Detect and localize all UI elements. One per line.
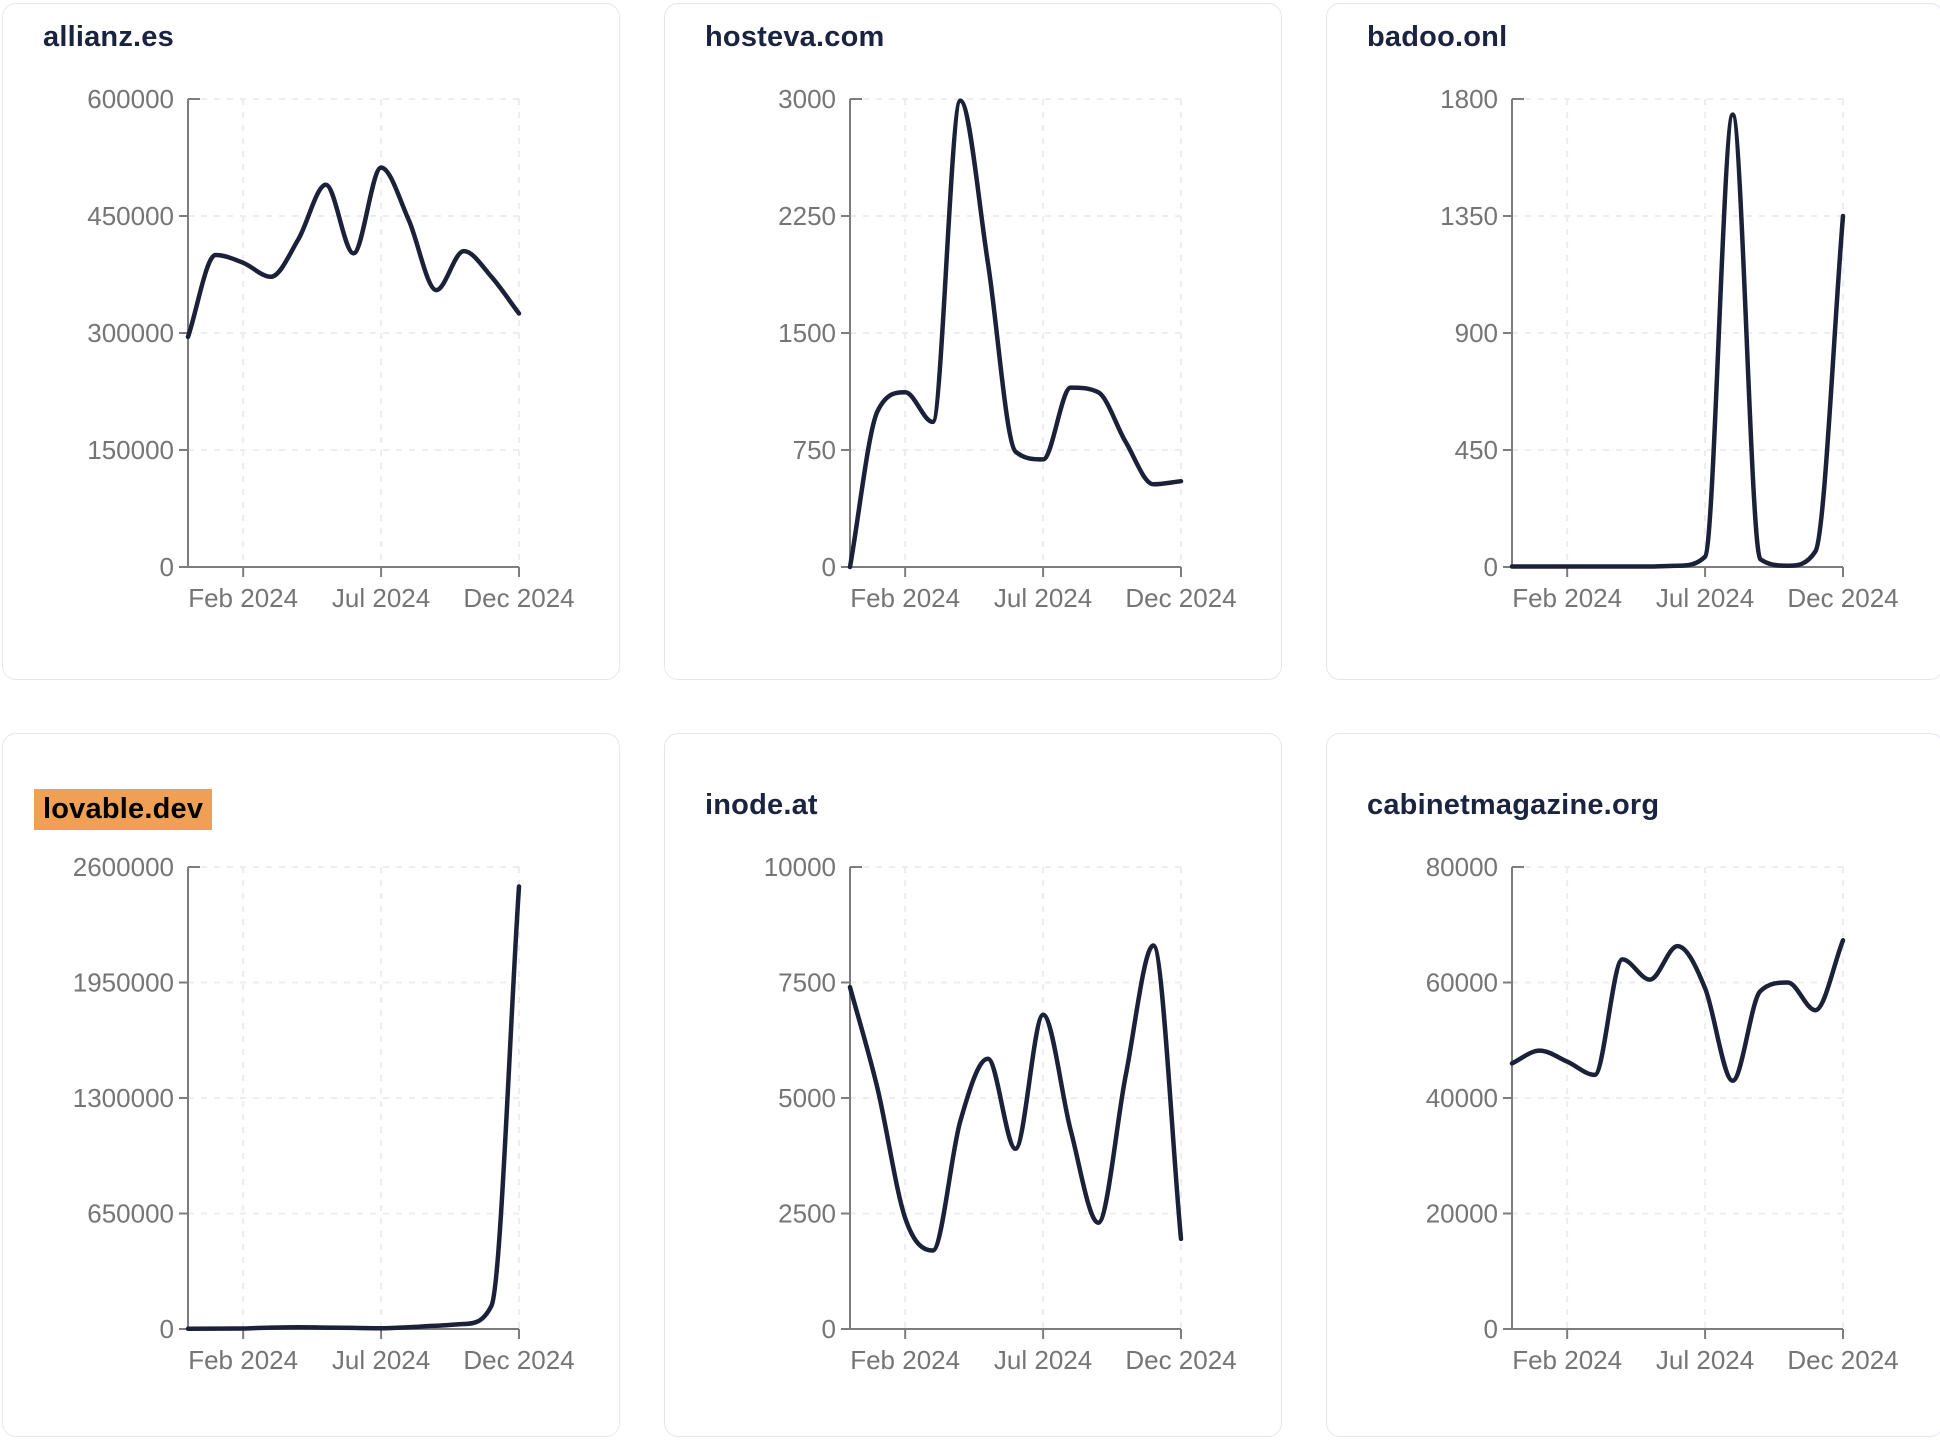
chart-title: cabinetmagazine.org xyxy=(1367,789,1659,822)
x-tick-label: Dec 2024 xyxy=(1787,1345,1898,1375)
y-tick-label: 450000 xyxy=(87,201,174,231)
y-tick-label: 0 xyxy=(160,1314,174,1344)
y-tick-label: 1300000 xyxy=(73,1083,174,1113)
x-tick-label: Jul 2024 xyxy=(332,583,430,613)
line-chart: 0 20000 40000 60000 80000 Feb 2024 Jul 2024 Dec… xyxy=(1426,852,1899,1375)
y-tick-label: 40000 xyxy=(1426,1083,1498,1113)
chart-title: lovable.dev xyxy=(34,789,213,830)
domain-label: cabinetmagazine.org xyxy=(1367,789,1660,821)
y-tick-label: 0 xyxy=(160,552,174,582)
series-line xyxy=(1509,112,1846,569)
chart-card-cabinetmagazine-org[interactable]: cabinetmagazine.org 0 20000 40000 60000 8000… xyxy=(1326,733,1940,1437)
x-tick-label: Dec 2024 xyxy=(1787,583,1898,613)
y-tick-label: 450 xyxy=(1455,435,1498,465)
x-tick-label: Feb 2024 xyxy=(1512,583,1622,613)
line-chart: 0 2500 5000 7500 10000 Feb 2024 Jul 2024 Dec 20… xyxy=(764,852,1237,1375)
series-line xyxy=(185,165,522,340)
y-tick-label: 1800 xyxy=(1440,84,1498,114)
y-tick-label: 750 xyxy=(793,435,836,465)
series-line xyxy=(847,943,1184,1253)
y-tick-label: 1950000 xyxy=(73,968,174,998)
x-tick-label: Jul 2024 xyxy=(1656,1345,1754,1375)
domain-label: lovable.dev xyxy=(34,789,213,830)
chart-title: allianz.es xyxy=(43,21,174,54)
domain-label: inode.at xyxy=(705,789,818,821)
line-chart: 0 750 1500 2250 3000 Feb 2024 Jul 2024 Dec 2024 xyxy=(778,84,1237,613)
y-tick-label: 900 xyxy=(1455,318,1498,348)
y-tick-label: 0 xyxy=(822,1314,836,1344)
chart-card-allianz-es[interactable]: allianz.es 0 150000 300000 450000 600000 Feb … xyxy=(2,3,620,680)
chart-title: inode.at xyxy=(705,789,818,822)
line-chart: 0 450 900 1350 1800 Feb 2024 Jul 2024 Dec 2024 xyxy=(1440,84,1899,613)
x-tick-label: Dec 2024 xyxy=(463,1345,574,1375)
y-tick-label: 2250 xyxy=(778,201,836,231)
y-tick-label: 650000 xyxy=(87,1199,174,1229)
domain-label: badoo.onl xyxy=(1367,21,1508,53)
x-tick-label: Dec 2024 xyxy=(1125,1345,1236,1375)
chart-card-inode-at[interactable]: inode.at 0 2500 5000 7500 10000 Feb 2024 Jul 2… xyxy=(664,733,1282,1437)
chart-card-hosteva-com[interactable]: hosteva.com 0 750 1500 2250 3000 Feb 2024 Jul … xyxy=(664,3,1282,680)
x-tick-label: Feb 2024 xyxy=(1512,1345,1622,1375)
y-tick-label: 300000 xyxy=(87,318,174,348)
x-tick-label: Feb 2024 xyxy=(850,1345,960,1375)
x-tick-label: Jul 2024 xyxy=(332,1345,430,1375)
y-tick-label: 3000 xyxy=(778,84,836,114)
x-tick-label: Feb 2024 xyxy=(188,1345,298,1375)
line-chart: 0 150000 300000 450000 600000 Feb 2024 Jul 202… xyxy=(87,84,574,613)
y-tick-label: 0 xyxy=(822,552,836,582)
y-tick-label: 0 xyxy=(1484,552,1498,582)
y-tick-label: 1500 xyxy=(778,318,836,348)
domain-label: allianz.es xyxy=(43,21,174,53)
chart-title: badoo.onl xyxy=(1367,21,1507,54)
x-tick-label: Jul 2024 xyxy=(994,583,1092,613)
y-tick-label: 5000 xyxy=(778,1083,836,1113)
x-tick-label: Jul 2024 xyxy=(994,1345,1092,1375)
series-line xyxy=(1509,938,1846,1083)
x-tick-label: Dec 2024 xyxy=(463,583,574,613)
y-tick-label: 10000 xyxy=(764,852,836,882)
y-tick-label: 150000 xyxy=(87,435,174,465)
chart-card-lovable-dev[interactable]: lovable.dev 0 650000 1300000 1950000 2600000… xyxy=(2,733,620,1437)
line-chart: 0 650000 1300000 1950000 2600000 Feb 2024 Jul … xyxy=(73,852,575,1375)
y-tick-label: 7500 xyxy=(778,968,836,998)
x-tick-label: Feb 2024 xyxy=(188,583,298,613)
y-tick-label: 80000 xyxy=(1426,852,1498,882)
domain-label: hosteva.com xyxy=(705,21,885,53)
y-tick-label: 1350 xyxy=(1440,201,1498,231)
y-tick-label: 0 xyxy=(1484,1314,1498,1344)
y-tick-label: 60000 xyxy=(1426,968,1498,998)
x-tick-label: Feb 2024 xyxy=(850,583,960,613)
y-tick-label: 2600000 xyxy=(73,852,174,882)
y-tick-label: 600000 xyxy=(87,84,174,114)
y-tick-label: 20000 xyxy=(1426,1199,1498,1229)
x-tick-label: Dec 2024 xyxy=(1125,583,1236,613)
y-tick-label: 2500 xyxy=(778,1199,836,1229)
chart-title: hosteva.com xyxy=(705,21,885,54)
series-line xyxy=(847,98,1184,570)
chart-card-badoo-onl[interactable]: badoo.onl 0 450 900 1350 1800 Feb 2024 Jul 202… xyxy=(1326,3,1940,680)
series-line xyxy=(185,884,522,1332)
x-tick-label: Jul 2024 xyxy=(1656,583,1754,613)
